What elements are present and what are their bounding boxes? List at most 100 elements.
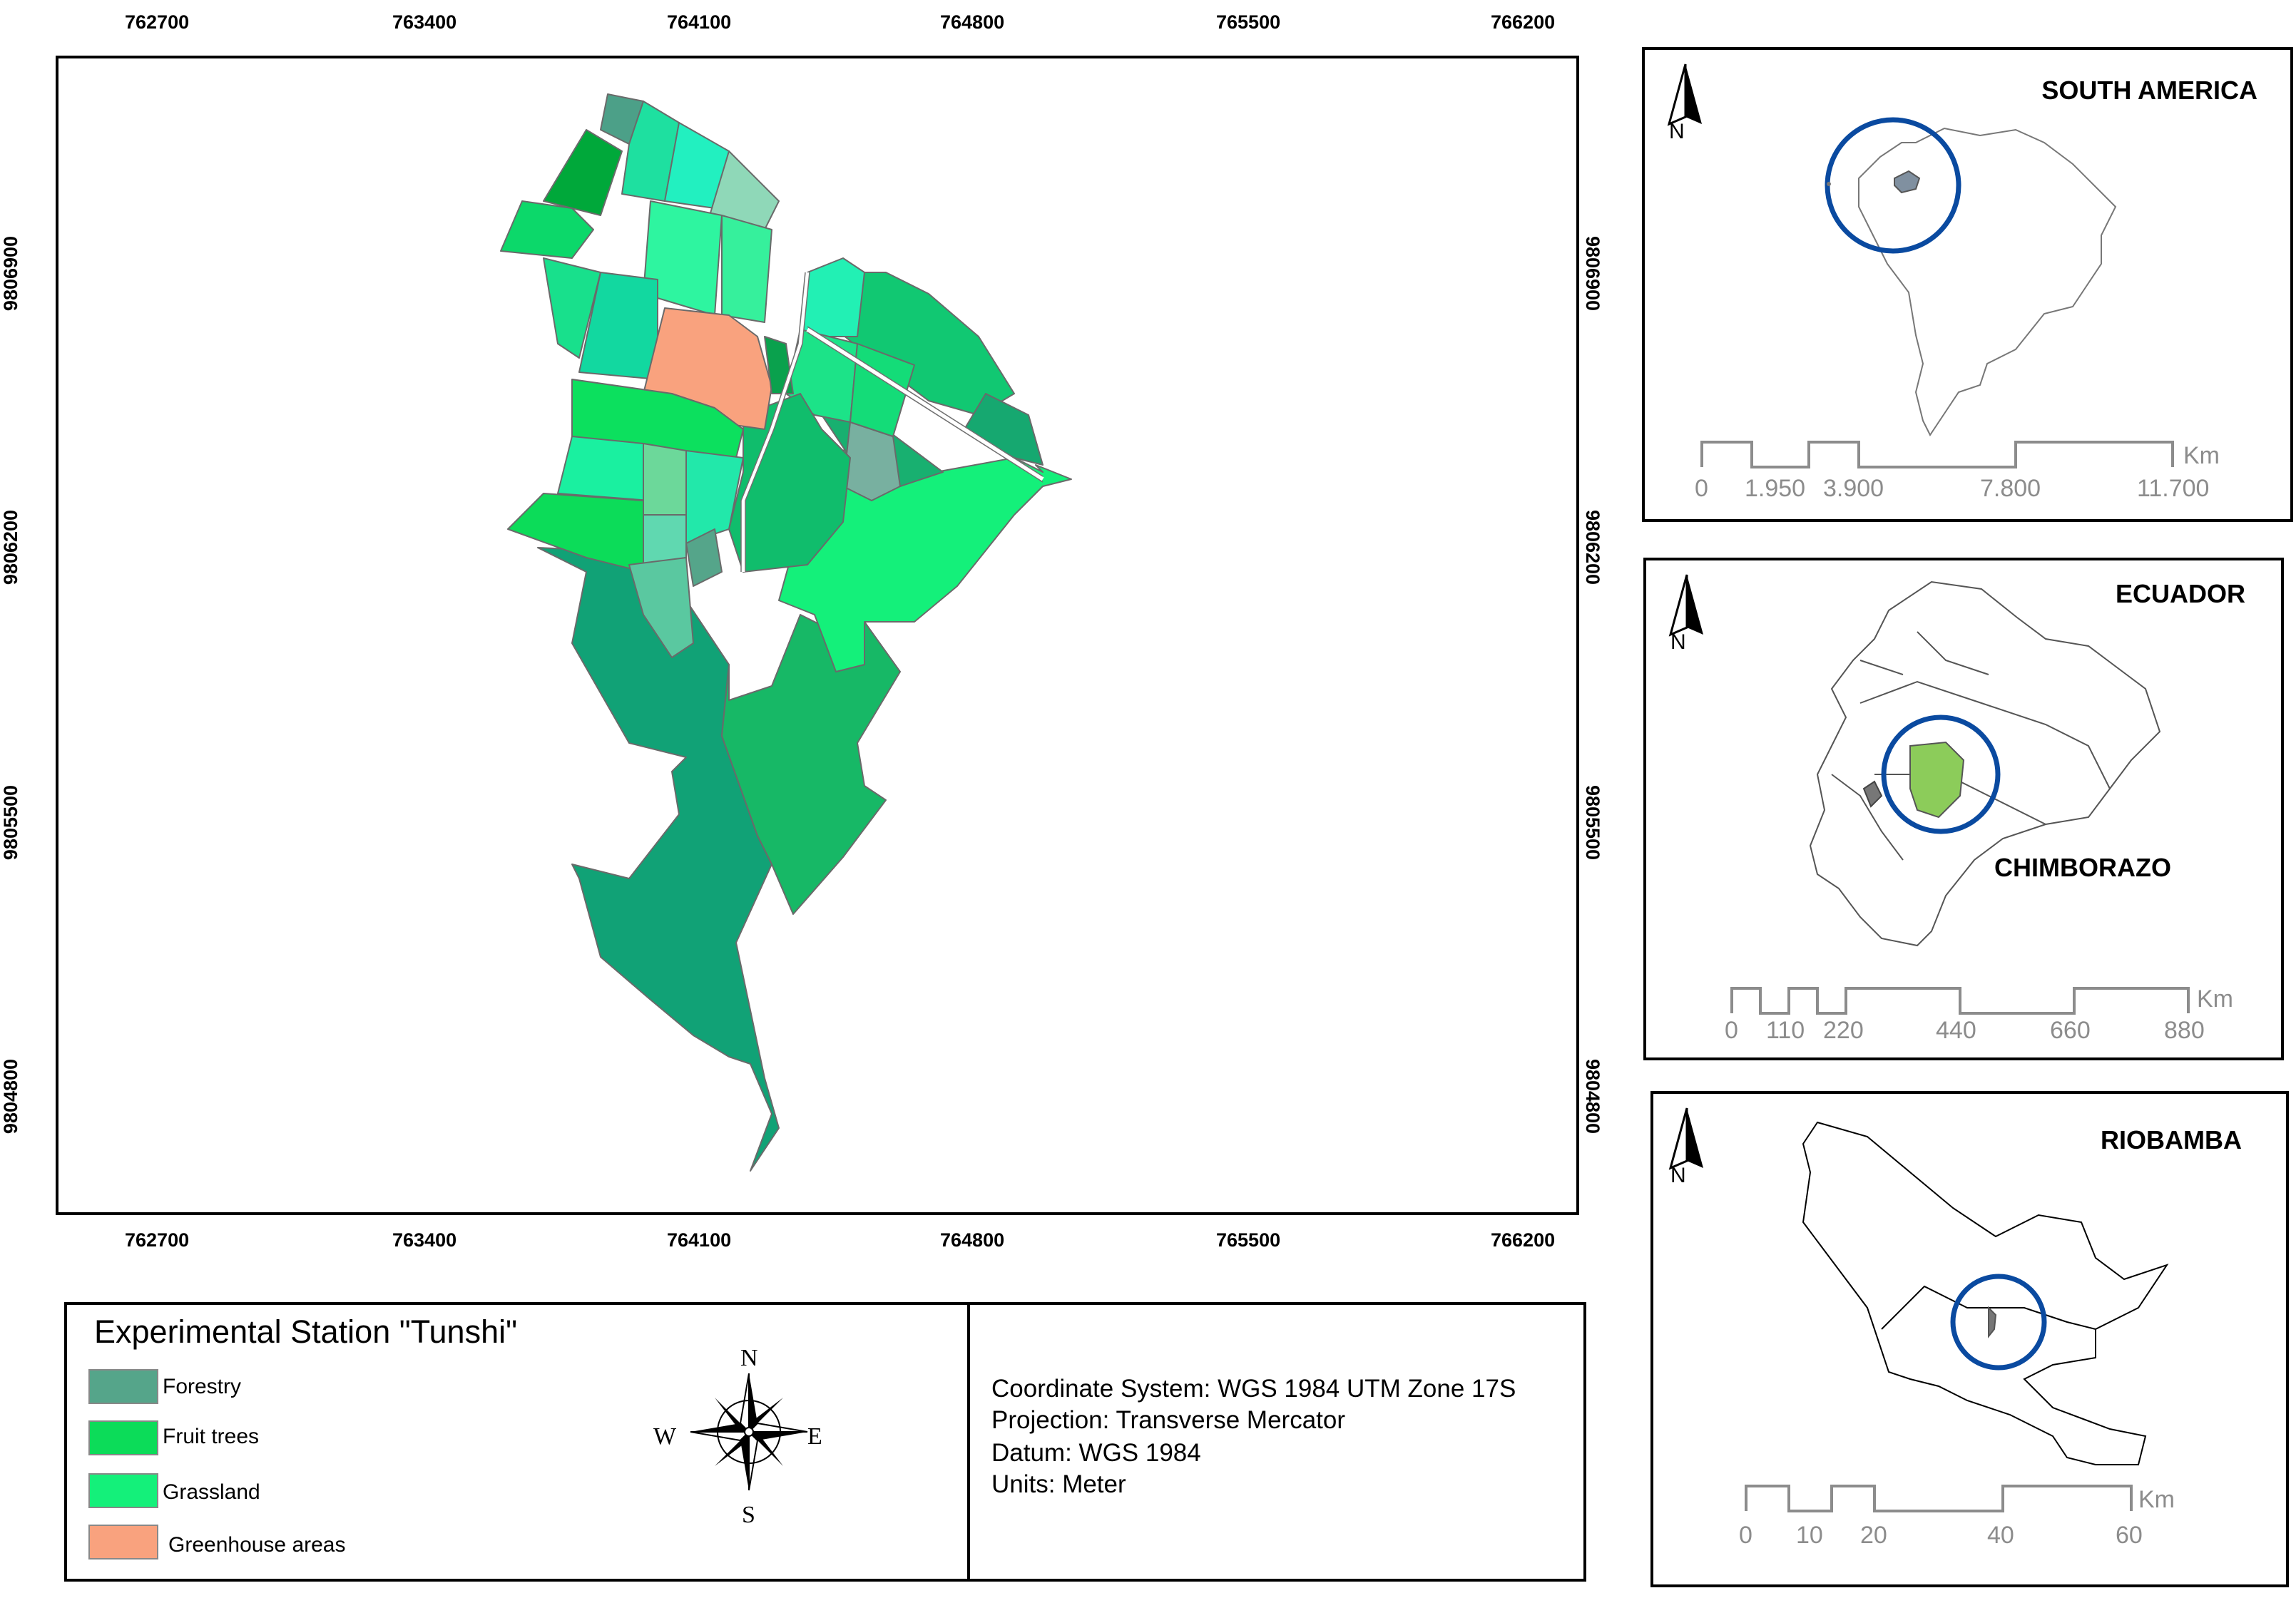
inset-south-america: N SOUTH AMERICA Km 0 1.950 3.900 7.800 1… bbox=[1642, 47, 2293, 522]
info-units: Units: Meter bbox=[991, 1470, 1126, 1498]
highlight-circle bbox=[1825, 117, 1961, 254]
scale-label-1: 10 bbox=[1796, 1522, 1823, 1549]
parcel-east-light bbox=[800, 257, 865, 337]
y-tick-left-3: 9804800 bbox=[0, 1058, 22, 1135]
parcel-nw-fruit bbox=[500, 200, 594, 259]
compass-rose-icon bbox=[690, 1373, 808, 1491]
info-coordinate-system: Coordinate System: WGS 1984 UTM Zone 17S bbox=[991, 1375, 1516, 1403]
scale-label-3: 440 bbox=[1936, 1017, 1976, 1044]
north-label: N bbox=[1670, 1164, 1686, 1187]
legend-label-greenhouse: Greenhouse areas bbox=[168, 1533, 346, 1557]
parcel-n-aqua-3 bbox=[721, 215, 772, 323]
legend-title: Experimental Station "Tunshi" bbox=[94, 1313, 518, 1350]
legend-swatch-forestry bbox=[88, 1369, 158, 1404]
parcel-sw-forest bbox=[628, 557, 694, 658]
north-label: N bbox=[1669, 120, 1685, 143]
parcel-south bbox=[537, 547, 780, 1172]
scale-label-3: 40 bbox=[1987, 1522, 2014, 1549]
legend-divider bbox=[967, 1305, 970, 1579]
x-tick-bottom-0: 762700 bbox=[125, 1229, 190, 1251]
highlight-circle bbox=[1881, 715, 2001, 834]
inset-ecuador: N ECUADOR CHIMBORAZO Km 0 110 220 440 66… bbox=[1643, 558, 2284, 1060]
x-tick-bottom-5: 766200 bbox=[1491, 1229, 1556, 1251]
inset-title: RIOBAMBA bbox=[2101, 1125, 2242, 1154]
x-tick-bottom-4: 765500 bbox=[1216, 1229, 1281, 1251]
legend-swatch-fruit-trees bbox=[88, 1420, 158, 1455]
legend-label-forestry: Forestry bbox=[163, 1375, 242, 1398]
parcel-east-corner bbox=[964, 393, 1044, 466]
parcel-nw-dark bbox=[543, 129, 623, 216]
ecuador-outline bbox=[1809, 580, 2161, 947]
parcel-w-strip bbox=[543, 257, 601, 359]
scale-unit: Km bbox=[2197, 985, 2233, 1013]
main-map-frame bbox=[56, 56, 1579, 1215]
compass-e: E bbox=[807, 1423, 822, 1450]
parcel-w-band-3 bbox=[643, 443, 687, 516]
scale-label-5: 880 bbox=[2164, 1017, 2205, 1044]
legend-label-fruit-trees: Fruit trees bbox=[163, 1425, 260, 1448]
x-tick-top-1: 763400 bbox=[392, 11, 457, 33]
parcel-w-band-2 bbox=[557, 436, 651, 501]
x-tick-top-4: 765500 bbox=[1216, 11, 1281, 33]
scale-label-1: 1.950 bbox=[1745, 475, 1806, 502]
chimborazo-label: CHIMBORAZO bbox=[1994, 853, 2171, 882]
scale-label-3: 7.800 bbox=[1980, 475, 2041, 502]
north-arrow-icon bbox=[1667, 63, 1702, 126]
y-tick-right-2: 9805500 bbox=[1582, 784, 1604, 861]
x-tick-top-3: 764800 bbox=[940, 11, 1005, 33]
north-label: N bbox=[1670, 630, 1686, 654]
y-tick-left-2: 9805500 bbox=[0, 784, 22, 861]
parcel-s-forest bbox=[685, 528, 723, 587]
scale-bar bbox=[1730, 987, 2190, 1015]
parcel-w-light bbox=[643, 514, 687, 565]
legend-swatch-greenhouse bbox=[88, 1525, 158, 1559]
info-projection: Projection: Transverse Mercator bbox=[991, 1406, 1346, 1434]
scale-label-4: 11.700 bbox=[2137, 475, 2210, 502]
parcel-center-strip bbox=[685, 600, 901, 915]
riobamba-outline bbox=[1802, 1121, 2169, 1465]
y-tick-right-3: 9804800 bbox=[1582, 1058, 1604, 1135]
parcel-w-band-4 bbox=[685, 450, 744, 544]
y-tick-left-1: 9806200 bbox=[0, 509, 22, 585]
scale-unit: Km bbox=[2183, 442, 2220, 469]
scale-label-0: 0 bbox=[1695, 475, 1708, 502]
info-datum: Datum: WGS 1984 bbox=[991, 1439, 1201, 1467]
x-tick-top-5: 766200 bbox=[1491, 11, 1556, 33]
legend-swatch-grassland bbox=[88, 1473, 158, 1508]
chimborazo-region bbox=[1909, 741, 1965, 819]
scale-label-0: 0 bbox=[1725, 1017, 1738, 1044]
parcel-n-teal bbox=[621, 101, 680, 202]
compass-n: N bbox=[740, 1345, 758, 1371]
compass-w: W bbox=[653, 1423, 677, 1450]
inset-title: SOUTH AMERICA bbox=[2041, 76, 2257, 105]
scale-label-0: 0 bbox=[1739, 1522, 1752, 1549]
scale-label-2: 3.900 bbox=[1823, 475, 1884, 502]
north-arrow-icon bbox=[1668, 1107, 1703, 1170]
legend-label-grassland: Grassland bbox=[163, 1480, 260, 1504]
scale-label-1: 110 bbox=[1766, 1017, 1805, 1044]
y-tick-left-0: 9806900 bbox=[0, 235, 22, 312]
scale-label-2: 20 bbox=[1860, 1522, 1887, 1549]
parcel-w-fruit bbox=[507, 493, 644, 573]
y-tick-right-0: 9806900 bbox=[1582, 235, 1604, 312]
y-tick-right-1: 9806200 bbox=[1582, 509, 1604, 585]
scale-bar bbox=[1745, 1485, 2133, 1512]
scale-label-2: 220 bbox=[1823, 1017, 1864, 1044]
x-tick-bottom-3: 764800 bbox=[940, 1229, 1005, 1251]
compass-s: S bbox=[742, 1502, 755, 1528]
x-tick-top-2: 764100 bbox=[667, 11, 732, 33]
x-tick-bottom-2: 764100 bbox=[667, 1229, 732, 1251]
main-map-svg bbox=[500, 93, 1072, 1172]
parcel-center-east bbox=[728, 393, 851, 573]
scale-label-4: 60 bbox=[2116, 1522, 2143, 1549]
scale-label-4: 660 bbox=[2050, 1017, 2091, 1044]
north-arrow-icon bbox=[1668, 574, 1703, 637]
x-tick-top-0: 762700 bbox=[125, 11, 190, 33]
scale-unit: Km bbox=[2138, 1486, 2175, 1513]
scale-bar bbox=[1700, 441, 2174, 468]
x-tick-bottom-1: 763400 bbox=[392, 1229, 457, 1251]
inset-title: ECUADOR bbox=[2115, 579, 2245, 608]
inset-riobamba: N RIOBAMBA Km 0 10 20 40 60 bbox=[1650, 1091, 2289, 1587]
south-america-outline bbox=[1825, 117, 2117, 436]
highlight-circle bbox=[1950, 1274, 2047, 1371]
